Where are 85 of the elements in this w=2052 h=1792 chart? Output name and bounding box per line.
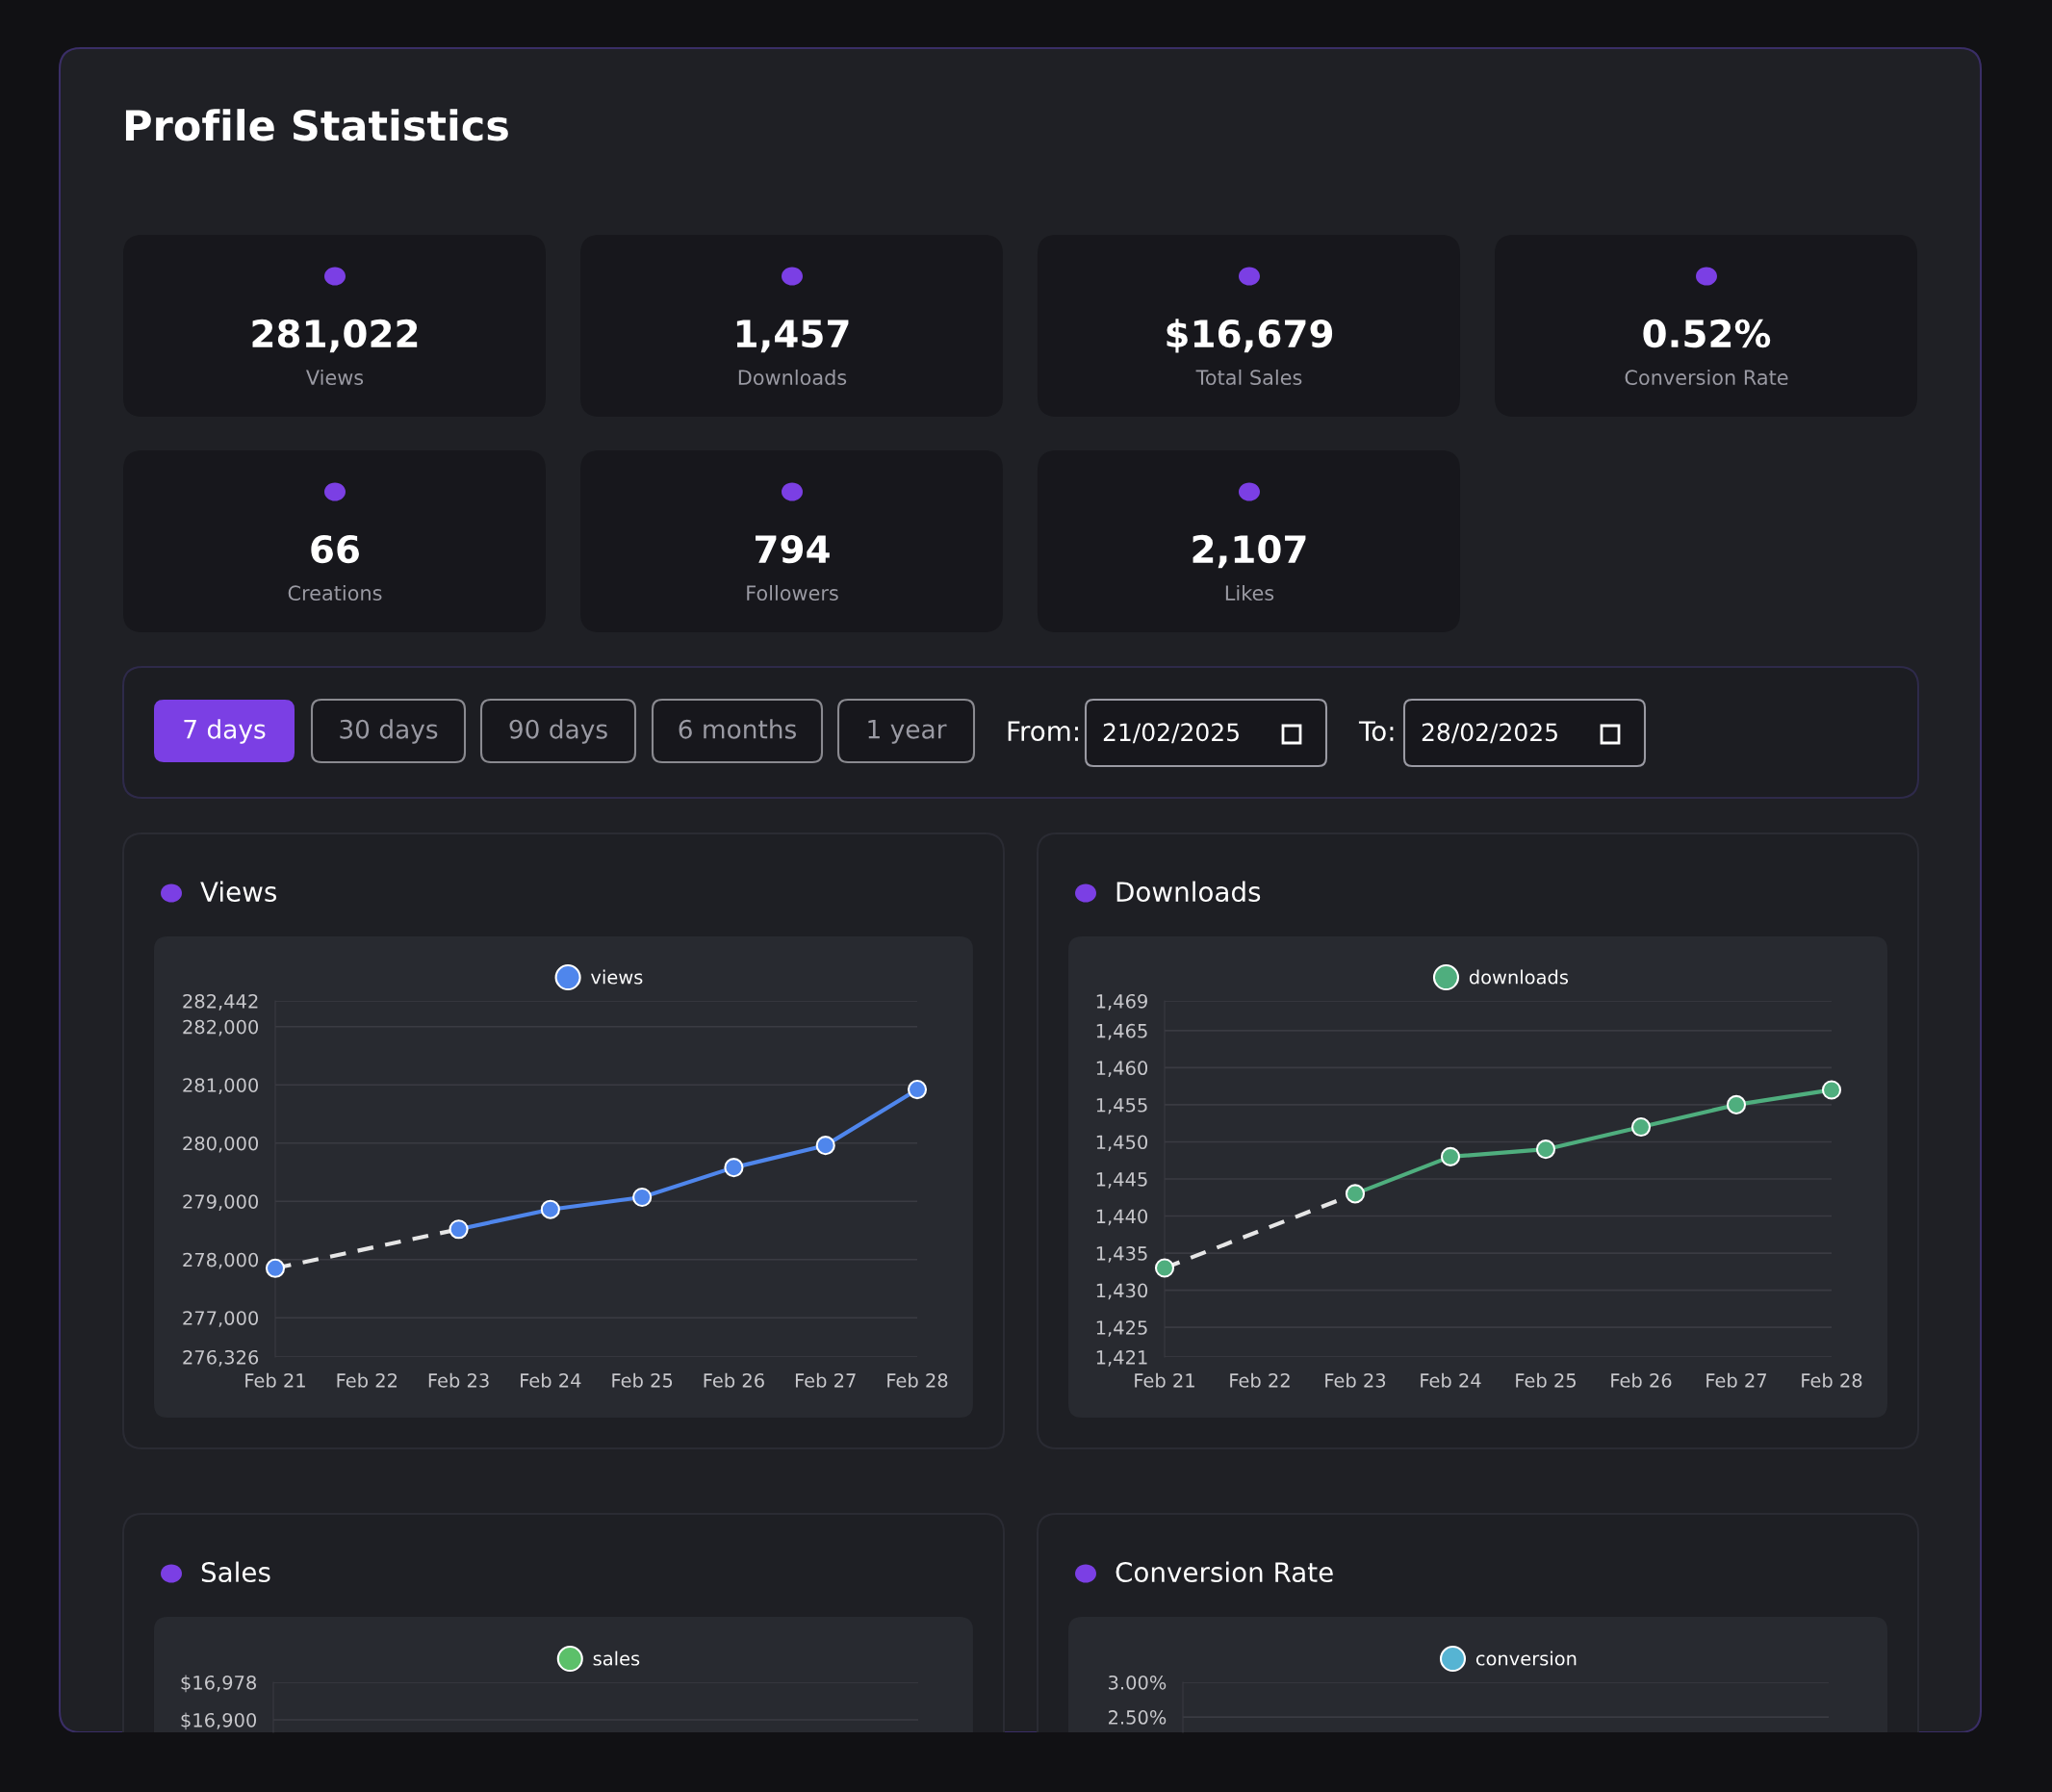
text: To: (1358, 721, 1394, 742)
y-tick-label: 1,450 (1096, 1135, 1148, 1152)
y-tick-label: 278,000 (183, 1252, 259, 1269)
point (1154, 1258, 1175, 1278)
text: 794 (756, 534, 830, 564)
y-tick-label: 1,460 (1096, 1061, 1148, 1078)
text: Conversion Rate (1625, 369, 1788, 386)
point (1345, 1184, 1366, 1204)
text: Total Sales (1195, 369, 1302, 386)
text: 66 (311, 534, 359, 564)
chart-title: Downloads (1116, 881, 1261, 903)
text: 90 days (509, 719, 607, 744)
y-tick-label: 276,326 (183, 1349, 259, 1367)
point (815, 1136, 835, 1156)
x-tick-label: Feb 21 (1135, 1372, 1194, 1388)
x-tick-label: Feb 25 (612, 1372, 673, 1388)
chart-title: Views (200, 881, 277, 903)
y-tick-label: $16,978 (181, 1675, 256, 1693)
y-tick-label: 279,000 (183, 1194, 259, 1211)
x-tick-label: Feb 27 (1706, 1372, 1767, 1388)
text: Views (306, 369, 364, 386)
y-tick-label: 1,465 (1096, 1023, 1147, 1040)
x-tick-label: Feb 27 (795, 1372, 856, 1388)
point (1726, 1094, 1747, 1114)
x-tick-label: Feb 28 (887, 1372, 948, 1388)
point (907, 1080, 928, 1100)
text: 281,022 (252, 319, 418, 353)
x-tick-label: Feb 24 (521, 1372, 581, 1388)
y-tick-label: 1,435 (1096, 1246, 1147, 1263)
x-tick-label: Feb 28 (1802, 1372, 1862, 1388)
y-tick-label: 1,455 (1096, 1098, 1147, 1114)
text: 21/02/2025 (1103, 723, 1239, 744)
text: 1,457 (736, 320, 849, 353)
y-tick-label: 1,440 (1096, 1209, 1148, 1226)
y-tick-label: 1,430 (1096, 1283, 1148, 1300)
x-tick-label: Feb 22 (1230, 1372, 1290, 1388)
y-tick-label: 1,445 (1096, 1172, 1147, 1189)
point (1630, 1116, 1652, 1138)
text: Followers (747, 584, 838, 602)
text: Downloads (738, 369, 847, 386)
point (724, 1158, 744, 1178)
text: Profile Statistics (125, 109, 508, 141)
text: Likes (1225, 584, 1274, 602)
text: 0.52% (1643, 319, 1771, 348)
point (1535, 1139, 1556, 1160)
text: $16,679 (1167, 319, 1333, 353)
text: 6 months (679, 719, 796, 739)
y-tick-label: 281,000 (183, 1078, 259, 1094)
x-tick-label: Feb 22 (337, 1372, 398, 1388)
chart-title: Conversion Rate (1116, 1561, 1333, 1583)
x-tick-label: Feb 23 (428, 1372, 489, 1388)
text: 1 year (868, 720, 947, 744)
y-tick-label: 282,442 (183, 993, 258, 1011)
legend-label: sales (593, 1651, 640, 1666)
y-tick-label: 282,000 (183, 1019, 259, 1037)
chart-title: Sales (201, 1561, 270, 1583)
x-tick-label: Feb 26 (1611, 1372, 1672, 1388)
legend-label: conversion (1475, 1651, 1577, 1666)
y-tick-label: $16,900 (181, 1712, 257, 1730)
y-tick-label: 1,469 (1096, 993, 1147, 1011)
y-tick-label: 3.00% (1109, 1675, 1167, 1690)
x-tick-label: Feb 23 (1325, 1372, 1386, 1388)
point (1821, 1080, 1842, 1100)
legend-label: downloads (1469, 969, 1569, 985)
text: From: (1008, 721, 1078, 742)
text: 7 days (184, 719, 266, 744)
point (540, 1199, 560, 1219)
x-tick-label: Feb 25 (1516, 1372, 1576, 1388)
y-tick-label: 1,421 (1096, 1349, 1147, 1367)
point (265, 1258, 286, 1278)
point (1440, 1146, 1461, 1166)
point (449, 1219, 469, 1240)
text: 30 days (340, 719, 438, 744)
text: 2,107 (1193, 534, 1306, 569)
y-tick-label: 1,425 (1096, 1320, 1147, 1337)
y-tick-label: 280,000 (183, 1136, 259, 1153)
x-tick-label: Feb 24 (1421, 1372, 1481, 1388)
legend-label: views (591, 969, 643, 985)
text: Creations (288, 584, 382, 602)
text: 28/02/2025 (1422, 723, 1557, 744)
point (632, 1187, 653, 1208)
y-tick-label: 2.50% (1108, 1710, 1167, 1725)
y-tick-label: 277,000 (183, 1311, 259, 1327)
x-tick-label: Feb 21 (245, 1372, 305, 1388)
x-tick-label: Feb 26 (704, 1372, 764, 1388)
